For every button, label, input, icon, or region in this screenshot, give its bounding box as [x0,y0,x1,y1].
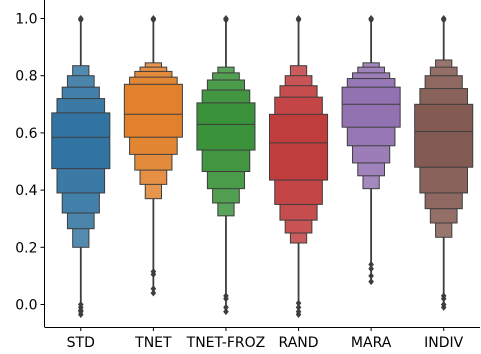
box-level-0 [123,83,183,138]
outlier-marker [440,292,447,300]
box-level-0 [196,102,256,151]
y-tick-label: 0.8 [15,69,37,85]
outlier-marker [223,303,229,311]
outlier-marker [368,260,374,268]
y-tick-label: 0.2 [15,240,37,256]
outlier-marker [368,278,374,286]
outlier-marker [368,272,374,280]
outlier-marker [368,265,374,273]
box-level-0 [414,103,474,168]
outlier-marker [295,299,302,307]
outlier-marker [295,15,302,22]
x-axis-ticks: STD TNET TNET-FROZ RAND MARA INDIV [67,327,464,351]
boxen-group-tnet-froz [196,15,256,316]
x-tick-label: MARA [351,335,392,351]
outlier-marker [150,268,157,276]
boxen-group-tnet [123,15,183,297]
boxen-group-indiv [414,15,474,311]
outlier-marker [150,289,157,297]
y-tick-label: 0.6 [15,126,37,142]
x-tick-label: STD [67,335,95,351]
outlier-marker [223,292,229,300]
box-level-0 [269,113,329,181]
outlier-marker [295,303,302,311]
plot-area [51,15,474,319]
outlier-marker [77,301,84,308]
outlier-marker [150,15,157,22]
outlier-marker [223,15,229,22]
outlier-marker [77,15,84,22]
boxen-group-std [51,15,111,319]
x-tick-label: TNET-FROZ [186,335,266,351]
x-tick-label: TNET [134,335,172,351]
outlier-marker [295,308,302,316]
x-tick-label: INDIV [424,335,464,351]
outlier-marker [440,15,447,22]
boxen-group-mara [341,15,401,286]
box-level-0 [341,86,401,128]
outlier-marker [223,308,229,316]
y-axis-ticks: 0.0 0.2 0.4 0.6 0.8 1.0 [15,12,45,314]
x-tick-label: RAND [279,335,319,351]
outlier-marker [368,15,374,22]
y-tick-label: 0.4 [15,183,37,199]
outlier-marker [150,285,157,293]
outlier-marker [440,301,447,308]
box-level-0 [51,112,111,170]
boxen-group-rand [269,15,329,319]
y-tick-label: 0.0 [15,298,37,314]
y-tick-label: 1.0 [15,12,37,28]
